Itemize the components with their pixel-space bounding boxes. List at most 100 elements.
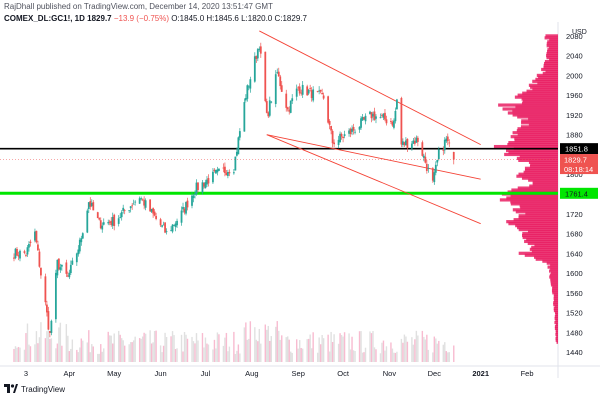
volume-bar [185,334,187,362]
volume-profile-bar [521,97,558,101]
volume-profile-bar [518,227,558,232]
volume-bar [322,338,325,362]
volume-profile-bar [553,307,558,311]
volume-bar [47,328,50,362]
candle-body [382,114,385,118]
volume-bar [363,352,365,362]
volume-bar [432,352,434,362]
candle-body [50,320,53,333]
volume-bar [59,322,62,362]
candle-body [394,110,397,122]
candle-body [44,276,47,303]
candle-body [288,109,291,112]
volume-profile-bar [525,212,558,216]
volume-profile-bar [552,287,558,291]
volume-profile-bar [532,79,558,83]
candle-body [360,118,362,128]
candle-body [316,90,319,92]
volume-bar [25,333,27,362]
volume-bar [55,348,57,362]
volume-bar [40,322,42,362]
volume-bar [436,343,439,362]
volume-bar [424,339,427,362]
volume-bar [68,351,71,362]
volume-profile-bar [553,309,558,313]
volume-profile-bar [512,109,558,113]
candle-body [192,195,195,199]
volume-bar [337,343,340,362]
volume-bar [333,334,335,362]
candle-body [66,275,69,277]
volume-bar [120,338,123,362]
volume-bar [180,334,183,362]
candle-body [203,182,205,187]
volume-bar [426,334,428,362]
volume-profile-bar [518,172,558,176]
low-value: L:1820.0 [241,14,273,23]
volume-bar [321,334,323,362]
volume-profile-bar [536,73,558,78]
volume-profile-bar [546,52,558,56]
y-tick-label: 1560 [566,289,583,298]
volume-bar [291,352,293,362]
volume-bar [349,349,352,362]
y-tick-label: 1440 [566,348,583,357]
candle-body [59,267,62,270]
volume-profile-bar [517,93,558,97]
candle-body [445,138,448,142]
volume-bar [174,349,177,362]
volume-bar [246,339,249,362]
volume-bar [453,345,455,362]
open-value: O:1845.0 [171,14,205,23]
volume-profile-bar [516,174,558,178]
volume-bar [417,335,419,362]
candle-body [238,131,241,138]
volume-profile-bar [524,166,558,170]
candle-body [400,97,403,145]
candle-body [410,143,413,149]
candle-body [186,200,189,208]
volume-profile-bar [555,312,558,317]
volume-bar [79,347,81,362]
candle-body [152,208,155,214]
volume-profile-bar [543,63,558,68]
volume-bar [248,338,250,362]
candle-body [165,231,168,233]
volume-profile-bar [554,310,558,315]
volume-profile-bar [528,83,558,87]
volume-bar [379,353,382,362]
volume-profile-bar [531,249,558,253]
candle-body [140,198,143,200]
volume-bar [448,352,450,362]
candle-body [69,264,72,274]
volume-bar [16,347,18,362]
x-tick-label: Jun [155,369,167,378]
candle-body [108,221,111,223]
candle-body [173,225,175,227]
volume-bar [76,349,78,362]
volume-bar [23,349,26,362]
volume-bar [445,351,447,362]
volume-bar [266,329,268,362]
volume-profile-bar [549,275,558,279]
volume-bar [129,342,132,362]
tradingview-logo: TradingView [4,384,65,394]
volume-bar [412,344,415,362]
volume-profile-bar [519,204,558,208]
volume-profile-bar [554,324,558,329]
volume-profile-bar [550,263,558,267]
volume-bar [170,336,172,362]
volume-bar [258,328,261,362]
x-tick-label: Apr [64,369,76,378]
volume-bar [131,342,133,362]
volume-bar [285,337,287,362]
candle-body [286,107,289,110]
support-label-box [560,187,598,199]
candle-body [201,182,204,193]
volume-bar [225,332,228,362]
volume-profile-bar [524,239,558,244]
candle-body [276,72,279,74]
candle-body [291,98,294,102]
volume-bar [270,336,272,362]
